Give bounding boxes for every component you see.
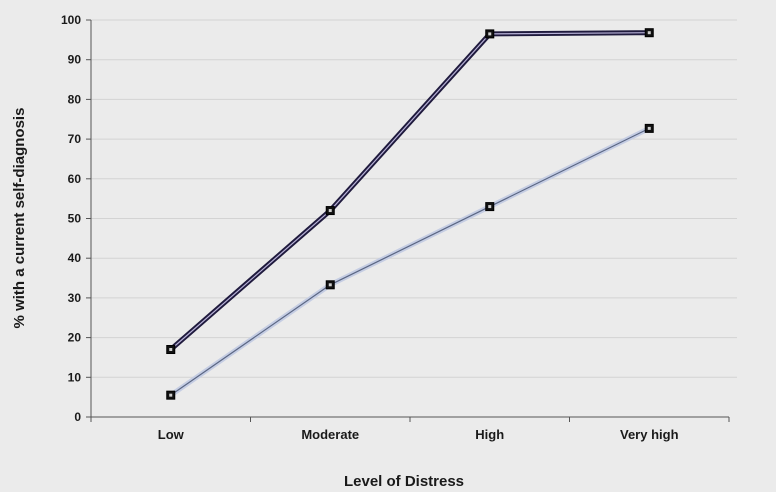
- data-point-center: [647, 31, 651, 35]
- data-point-center: [169, 393, 173, 397]
- x-tick-label: High: [475, 427, 504, 442]
- x-tick-label: Low: [158, 427, 185, 442]
- x-tick-label: Moderate: [301, 427, 359, 442]
- y-tick-label: 20: [68, 331, 82, 345]
- data-point-center: [488, 32, 492, 36]
- y-tick-label: 40: [68, 251, 82, 265]
- y-axis-ticks: 0 10 20 30 40 50 60 70 80 90 100: [61, 13, 91, 424]
- series-line-inner: [170, 127, 650, 396]
- x-tick-label: Very high: [620, 427, 679, 442]
- gridlines: [91, 19, 737, 378]
- data-point-center: [647, 126, 651, 130]
- y-tick-label: 80: [68, 92, 82, 106]
- series-line-outer: [169, 126, 651, 398]
- y-tick-label: 50: [68, 212, 82, 226]
- data-point-center: [488, 205, 492, 209]
- y-tick-label: 30: [68, 291, 82, 305]
- data-point-center: [328, 283, 332, 287]
- y-tick-label: 0: [74, 410, 81, 424]
- y-axis-title: % with a current self-diagnosis: [11, 108, 28, 329]
- series-layer: [166, 28, 654, 400]
- series-2: [166, 123, 654, 400]
- series-1: [166, 28, 654, 355]
- y-tick-label: 70: [68, 132, 82, 146]
- series-line-outer: [169, 30, 650, 352]
- y-tick-label: 10: [68, 370, 82, 384]
- x-axis-title: Level of Distress: [344, 473, 464, 490]
- y-tick-label: 90: [68, 53, 82, 67]
- x-axis-ticks: Low Moderate High Very high: [90, 417, 730, 442]
- data-point-center: [169, 348, 173, 352]
- y-tick-label: 100: [61, 13, 81, 27]
- y-tick-label: 60: [68, 172, 82, 186]
- series-line-inner: [170, 32, 650, 350]
- data-point-center: [328, 209, 332, 213]
